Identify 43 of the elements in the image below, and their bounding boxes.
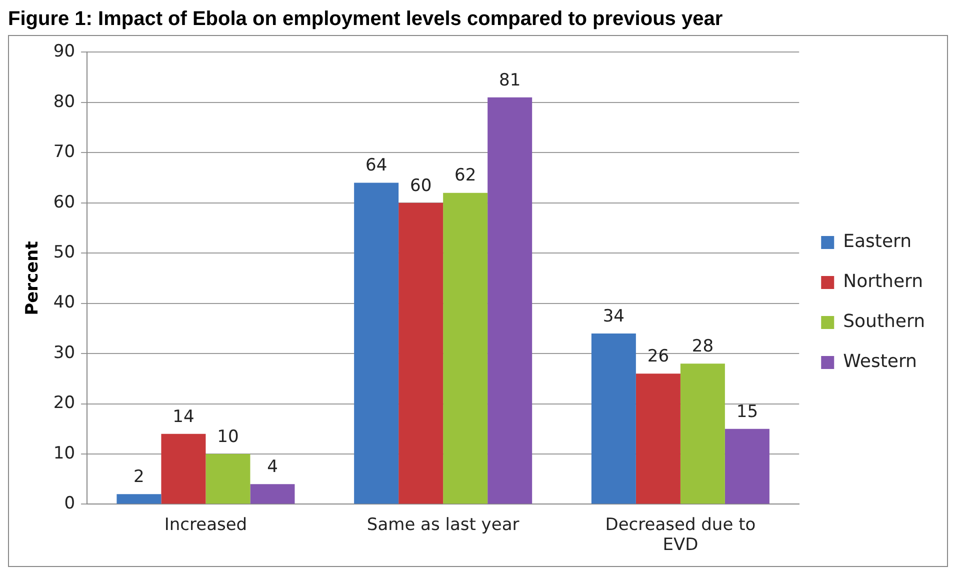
y-tick-label: 90 (53, 42, 76, 62)
data-label: 15 (736, 402, 758, 422)
y-axis-title: Percent (22, 241, 43, 316)
x-tick-label: Increased (164, 514, 248, 535)
y-tick-label: 50 (53, 242, 76, 263)
y-tick-label: 30 (53, 342, 76, 363)
chart-title: Figure 1: Impact of Ebola on employment levels compared to previous year (8, 8, 724, 31)
y-tick-label: 20 (53, 393, 76, 414)
data-label: 60 (410, 176, 432, 196)
y-tick-label: 60 (53, 192, 76, 212)
data-label: 26 (647, 346, 670, 367)
y-tick-label: 40 (53, 292, 76, 313)
bar (250, 484, 295, 504)
bar (206, 454, 250, 504)
legend-label: Southern (843, 311, 926, 332)
legend-label: Northern (843, 271, 924, 292)
bar (680, 364, 725, 504)
x-tick-label: Decreased due to EVD (605, 514, 756, 556)
bar (636, 374, 680, 504)
y-tick-label: 10 (53, 443, 76, 464)
bar (724, 428, 770, 504)
data-label: 81 (499, 70, 521, 90)
x-tick-label: Same as last year (366, 514, 520, 535)
data-label: 14 (172, 406, 194, 427)
data-label: 2 (134, 467, 144, 488)
bar (591, 333, 636, 504)
bar (488, 97, 532, 504)
data-label: 62 (454, 166, 476, 186)
bar (161, 434, 206, 504)
y-tick-label: 80 (53, 92, 76, 112)
data-label: 10 (217, 426, 239, 447)
legend-label: Western (843, 351, 917, 372)
data-label: 4 (267, 457, 278, 478)
bar (116, 494, 162, 504)
y-tick-label: 0 (64, 494, 76, 514)
legend-label: Eastern (843, 231, 912, 252)
y-tick-label: 70 (53, 142, 76, 162)
bar (443, 192, 488, 504)
data-label: 34 (602, 306, 624, 326)
data-label: 64 (366, 156, 388, 176)
bar (354, 182, 399, 504)
data-label: 28 (692, 336, 714, 356)
bar (398, 202, 444, 504)
